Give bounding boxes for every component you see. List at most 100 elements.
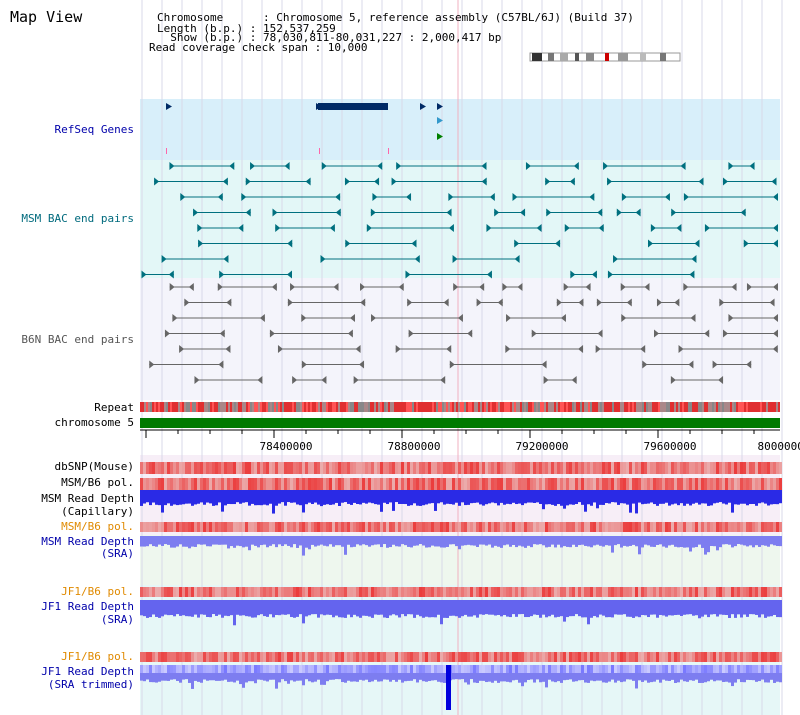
track-label-jf1-b6-pol-1[interactable]: JF1/B6 pol. [61,585,134,598]
msm-b6-pol-2-heat [608,522,611,532]
dbsnp-heat [227,462,230,474]
repeat-segment [152,402,154,412]
track-label-msm-bac[interactable]: MSM BAC end pairs [21,212,134,225]
track-label-msm-depth-sra[interactable]: MSM Read Depth [41,535,134,548]
track-label-chromosome[interactable]: chromosome 5 [54,416,134,429]
track-label-dbsnp[interactable]: dbSNP(Mouse) [54,460,134,473]
dbsnp-heat [620,462,623,474]
msm-sra-depth-bar [635,536,638,547]
gene-arrow-icon [437,117,443,124]
msm-capillary-depth-bar [431,490,434,504]
msm-bac-pair-end-icon [694,239,700,248]
msm-sra-depth-bar [488,536,491,545]
jf1-b6-pol-heat [545,587,548,597]
msm-sra-depth-bar [581,536,584,545]
jf1-b6-pol-heat [524,587,527,597]
jf1-b6-pol-heat [251,587,254,597]
msm-b6-pol-2-heat [515,522,518,532]
repeat-segment [540,402,542,412]
msm-capillary-depth-bar [353,490,356,503]
b6n-bac-pair-end-icon [719,298,725,307]
dbsnp-heat [194,462,197,474]
track-label-jf1-depth-sra[interactable]: JF1 Read Depth [41,600,134,613]
jf1-trim-heat [620,665,623,673]
msm-b6-pol-heat [773,478,776,490]
dbsnp-heat [203,462,206,474]
jf1-trim-heat [407,665,410,673]
track-label-b6n-bac[interactable]: B6N BAC end pairs [21,333,134,346]
dbsnp-heat [473,462,476,474]
dbsnp-heat [491,462,494,474]
msm-capillary-depth-bar [302,490,305,513]
msm-b6-pol-heat [749,478,752,490]
msm-b6-pol-2-heat [662,522,665,532]
track-label-refseq[interactable]: RefSeq Genes [54,123,134,136]
track-label-msm-b6-pol-2[interactable]: MSM/B6 pol. [61,520,134,533]
jf1-trim-depth-bar [224,673,227,680]
jf1-b6-pol-2-heat [587,652,590,662]
track-label-repeat[interactable]: Repeat [94,401,134,414]
jf1-trim-depth-bar [185,673,188,680]
msm-b6-pol-heat [341,478,344,490]
msm-b6-pol-2-heat [614,522,617,532]
jf1-b6-pol-2-heat [638,652,641,662]
jf1-trim-depth-bar [506,673,509,682]
repeat-segment [396,402,398,412]
jf1-trim-heat [413,665,416,673]
b6n-bac-pair-end-icon [440,376,446,384]
jf1-b6-pol-heat [440,587,443,597]
msm-b6-pol-2-heat [731,522,734,532]
jf1-b6-pol-heat [593,587,596,597]
jf1-b6-pol-heat [692,587,695,597]
msm-capillary-depth-bar [677,490,680,506]
repeat-segment [628,402,630,412]
msm-b6-pol-heat [320,478,323,490]
jf1-trim-heat [578,665,581,673]
jf1-trim-depth-bar [260,673,263,680]
jf1-sra-depth-bar [686,600,689,615]
msm-b6-pol-2-heat [521,522,524,532]
msm-bac-pair-end-icon [691,255,697,263]
track-label-jf1-b6-pol-2[interactable]: JF1/B6 pol. [61,650,134,663]
track-label-msm-b6-pol-1[interactable]: MSM/B6 pol. [61,476,134,489]
b6n-bac-pair-end-icon [395,345,401,353]
jf1-trim-depth-bar [398,673,401,680]
dbsnp-heat [524,462,527,474]
repeat-segment [178,402,180,412]
jf1-trim-heat [674,665,677,673]
msm-sra-depth-bar [425,536,428,548]
msm-sra-depth-bar [272,536,275,545]
repeat-segment [550,402,552,412]
track-label-jf1-depth-trimmed[interactable]: JF1 Read Depth [41,665,134,678]
dbsnp-heat [338,462,341,474]
jf1-trim-depth-bar [437,673,440,682]
repeat-segment [728,402,730,412]
msm-b6-pol-heat [575,478,578,490]
jf1-sra-depth-bar [518,600,521,615]
jf1-trim-depth-bar [665,673,668,681]
jf1-trim-heat [431,665,434,673]
b6n-bac-pair-end-icon [688,360,694,369]
ideogram-band [618,53,628,61]
jf1-b6-pol-heat [515,587,518,597]
msm-sra-depth-bar [251,536,254,545]
msm-b6-pol-2-heat [368,522,371,532]
msm-capillary-depth-bar [149,490,152,506]
msm-b6-pol-heat [332,478,335,490]
b6n-bac-pair-end-icon [654,329,660,338]
jf1-trim-depth-bar [596,673,599,681]
msm-sra-depth-bar [368,536,371,547]
msm-b6-pol-heat [479,478,482,490]
msm-bac-pair-end-icon [545,177,551,186]
msm-bac-pair-end-icon [773,224,778,232]
jf1-b6-pol-heat [629,587,632,597]
dbsnp-heat [704,462,707,474]
msm-b6-pol-2-heat [686,522,689,532]
msm-b6-pol-2-heat [494,522,497,532]
msm-bac-pair-end-icon [676,224,682,232]
jf1-trim-heat [563,665,566,673]
dbsnp-heat [212,462,215,474]
jf1-trim-heat [356,665,359,673]
track-label-msm-depth-capillary[interactable]: MSM Read Depth [41,492,134,505]
